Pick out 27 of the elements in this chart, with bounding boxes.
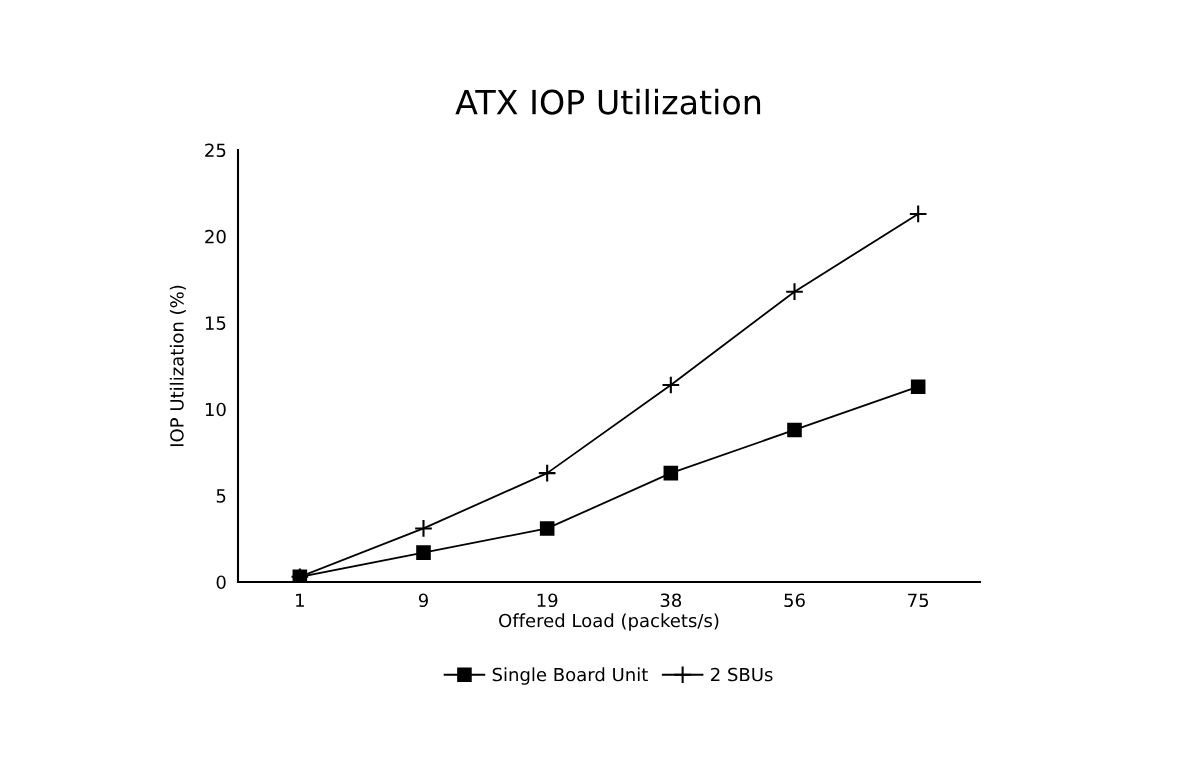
- point: [414, 519, 433, 538]
- legend-label: 2 SBUs: [711, 667, 773, 682]
- point: [661, 375, 681, 395]
- point: [785, 282, 804, 302]
- x-tick-label: 56: [784, 593, 805, 608]
- y-tick-label: 20: [205, 229, 226, 244]
- point: [537, 463, 557, 483]
- point: [416, 545, 431, 560]
- x-tick-label: 75: [908, 593, 929, 608]
- y-axis-title: IOP Utilization (%): [169, 285, 186, 447]
- y-tick-label: 15: [205, 316, 226, 330]
- chart-title: ATX IOP Utilization: [455, 88, 761, 115]
- x-tick-label: 1: [296, 593, 304, 607]
- x-tick-label: 19: [537, 593, 558, 608]
- y-tick-label: 0: [216, 575, 226, 590]
- y-tick-label: 5: [216, 489, 226, 503]
- point: [539, 521, 555, 536]
- point: [908, 204, 928, 224]
- legend-label: Single Board Unit: [492, 667, 648, 685]
- x-tick-label: 9: [418, 593, 428, 608]
- point: [663, 465, 679, 481]
- y-tick-label: 25: [205, 143, 226, 158]
- point: [910, 379, 926, 395]
- x-axis-title: Offered Load (packets/s): [499, 613, 719, 631]
- y-tick-label: 10: [205, 402, 226, 417]
- x-tick-label: 38: [660, 593, 682, 608]
- point: [787, 422, 802, 438]
